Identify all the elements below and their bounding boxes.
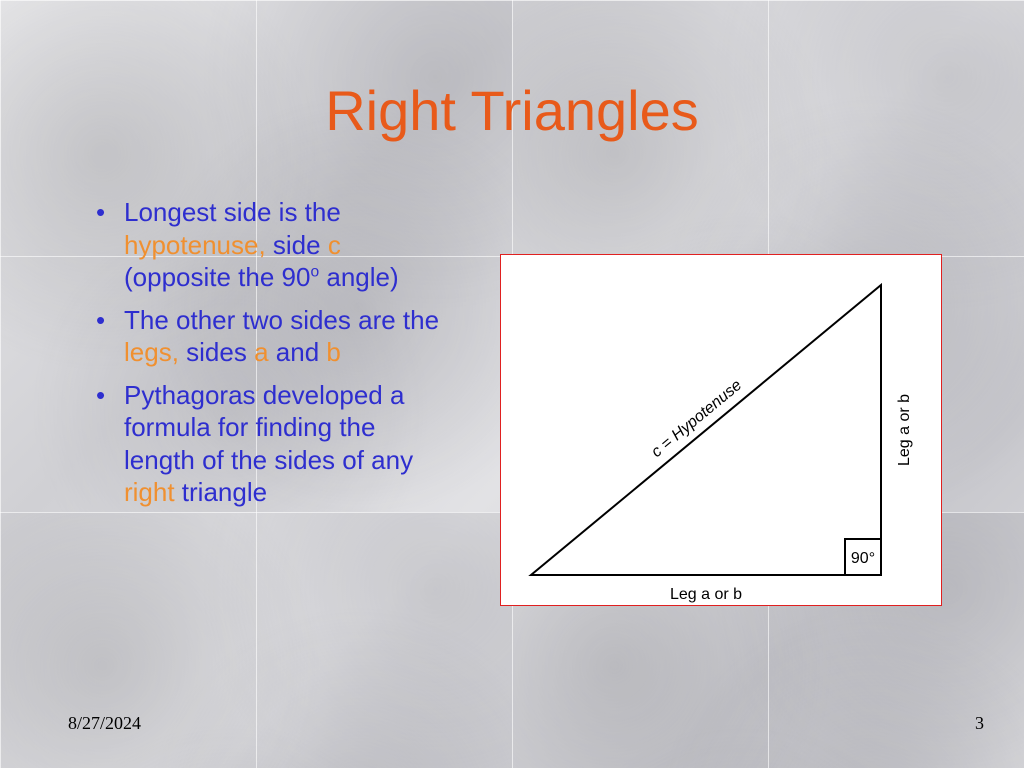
svg-text:Leg a or b: Leg a or b xyxy=(670,586,742,603)
footer-date: 8/27/2024 xyxy=(68,713,141,734)
bullet-item: Pythagoras developed a formula for findi… xyxy=(90,379,450,509)
bullet-item: Longest side is the hypotenuse, side c (… xyxy=(90,196,450,294)
triangle-diagram: c = Hypotenuse Leg a or b Leg a or b 90° xyxy=(500,254,942,606)
bullet-item: The other two sides are the legs, sides … xyxy=(90,304,450,369)
svg-text:90°: 90° xyxy=(851,550,875,567)
slide-title: Right Triangles xyxy=(0,78,1024,143)
footer-page-number: 3 xyxy=(975,713,984,734)
svg-text:Leg a or b: Leg a or b xyxy=(896,394,913,466)
bullet-list: Longest side is the hypotenuse, side c (… xyxy=(90,196,450,519)
svg-text:c = Hypotenuse: c = Hypotenuse xyxy=(648,377,745,461)
